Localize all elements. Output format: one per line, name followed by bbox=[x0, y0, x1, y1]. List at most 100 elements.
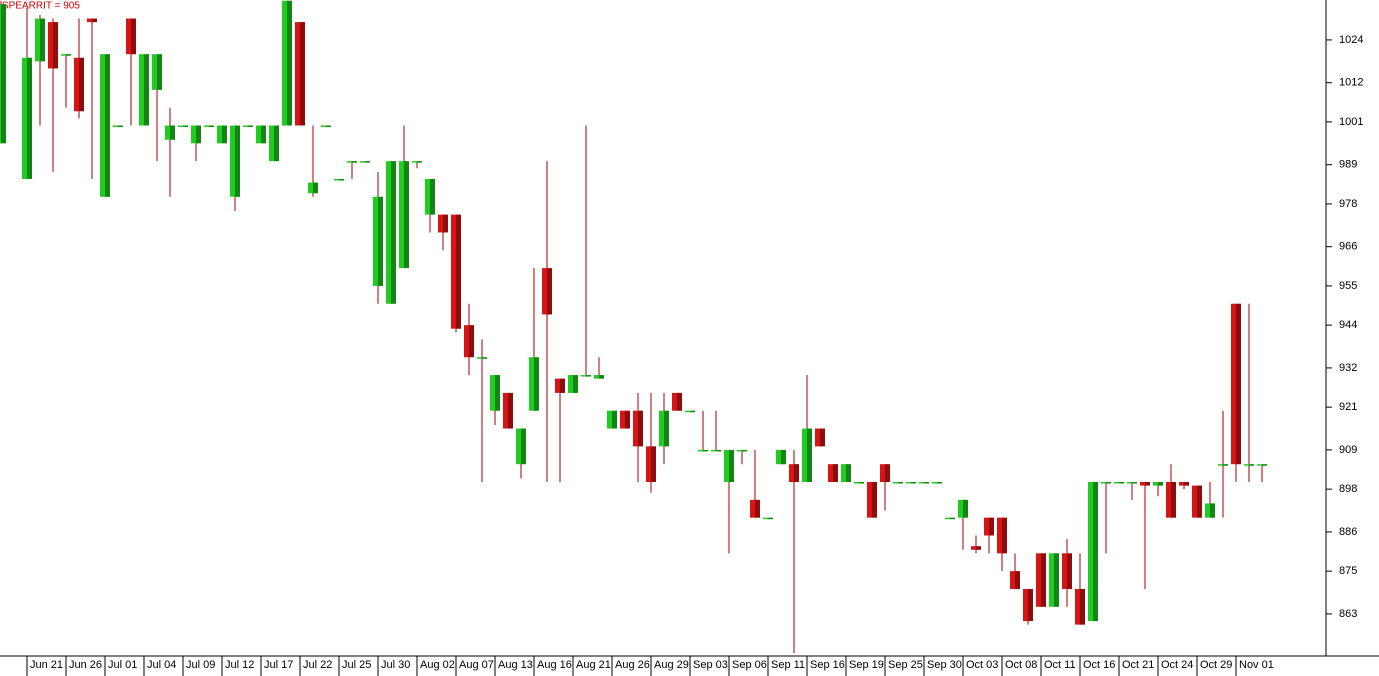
candle-body bbox=[87, 18, 97, 23]
candle-body bbox=[685, 410, 695, 413]
candle-shade bbox=[950, 517, 955, 520]
x-tick-label: Oct 24 bbox=[1161, 659, 1193, 671]
x-tick-label: Jul 01 bbox=[108, 659, 137, 671]
x-tick-label: Jun 26 bbox=[69, 659, 102, 671]
candle-shade bbox=[495, 375, 500, 411]
y-tick-label: 966 bbox=[1339, 241, 1357, 253]
candle-body bbox=[451, 214, 461, 329]
candle-body bbox=[841, 464, 851, 483]
candle-body bbox=[594, 375, 604, 379]
candle-body bbox=[646, 446, 656, 483]
candle-shade bbox=[651, 446, 656, 483]
y-tick-label: 898 bbox=[1339, 483, 1357, 495]
candle-body bbox=[256, 125, 266, 144]
candle-body bbox=[1075, 588, 1085, 625]
candle-shade bbox=[768, 517, 773, 520]
candle-shade bbox=[1067, 553, 1072, 589]
candle-body bbox=[48, 22, 58, 69]
candle-shade bbox=[586, 375, 591, 377]
y-tick-label: 863 bbox=[1339, 608, 1357, 620]
candle-shade bbox=[742, 449, 747, 452]
candle-body bbox=[1179, 482, 1189, 486]
candle-body bbox=[958, 499, 968, 518]
candle-body bbox=[633, 410, 643, 447]
x-tick-label: Sep 25 bbox=[888, 659, 923, 671]
x-tick-label: Jun 21 bbox=[30, 659, 63, 671]
candle-body bbox=[0, 4, 6, 144]
candle-shade bbox=[1041, 553, 1046, 607]
candle-shade bbox=[1171, 482, 1176, 518]
x-tick-label: Sep 16 bbox=[810, 659, 845, 671]
candle-shade bbox=[1249, 464, 1254, 466]
candle-shade bbox=[716, 449, 721, 452]
candle-body bbox=[347, 161, 357, 163]
candle-shade bbox=[521, 428, 526, 465]
candle-body bbox=[919, 482, 929, 484]
candle-shade bbox=[300, 22, 305, 126]
candle-shade bbox=[729, 449, 734, 483]
candle-body bbox=[321, 125, 331, 127]
x-tick-label: Oct 21 bbox=[1122, 659, 1154, 671]
y-tick-label: 932 bbox=[1339, 362, 1357, 374]
candle-shade bbox=[1119, 482, 1124, 484]
candle-body bbox=[1127, 482, 1137, 484]
candle-shade bbox=[27, 57, 32, 179]
candle-body bbox=[763, 517, 773, 520]
candle-body bbox=[1244, 464, 1254, 466]
candle-body bbox=[932, 482, 942, 484]
candle-shade bbox=[40, 18, 45, 62]
candle-shade bbox=[1236, 303, 1241, 465]
candle-body bbox=[1140, 482, 1150, 486]
candle-body bbox=[438, 214, 448, 233]
candle-body bbox=[568, 375, 578, 393]
candle-body bbox=[1218, 464, 1228, 466]
candle-shade bbox=[352, 161, 357, 163]
candle-body bbox=[867, 482, 877, 518]
candle-body bbox=[386, 161, 396, 304]
y-tick-label: 955 bbox=[1339, 280, 1357, 292]
x-tick-label: Aug 26 bbox=[615, 659, 650, 671]
candle-shade bbox=[1028, 588, 1033, 622]
candle-shade bbox=[872, 482, 877, 518]
candle-body bbox=[828, 464, 838, 483]
candle-body bbox=[1036, 553, 1046, 607]
candle-body bbox=[737, 449, 747, 452]
y-tick-label: 921 bbox=[1339, 401, 1357, 413]
candle-body bbox=[516, 428, 526, 465]
x-tick-label: Jul 04 bbox=[147, 659, 176, 671]
x-tick-label: Aug 29 bbox=[654, 659, 689, 671]
x-tick-label: Oct 29 bbox=[1200, 659, 1232, 671]
candle-shade bbox=[937, 482, 942, 484]
candle-body bbox=[230, 125, 240, 197]
candle-shade bbox=[859, 482, 864, 484]
y-tick-label: 944 bbox=[1339, 319, 1357, 331]
candle-shade bbox=[378, 196, 383, 286]
candle-body bbox=[1010, 571, 1020, 589]
candle-body bbox=[152, 54, 162, 90]
candle-shade bbox=[898, 482, 903, 484]
candle-body bbox=[1023, 588, 1033, 622]
candle-body bbox=[503, 392, 513, 429]
candle-shade bbox=[664, 410, 669, 447]
candle-body bbox=[711, 449, 721, 452]
candle-shade bbox=[287, 0, 292, 126]
candle-shade bbox=[456, 214, 461, 329]
candle-shade bbox=[469, 325, 474, 358]
x-tick-label: Oct 16 bbox=[1083, 659, 1115, 671]
candle-body bbox=[399, 161, 409, 269]
candle-body bbox=[750, 499, 760, 518]
candle-body bbox=[672, 392, 682, 411]
candle-body bbox=[555, 378, 565, 393]
candle-shade bbox=[196, 125, 201, 144]
y-tick-label: 886 bbox=[1339, 526, 1357, 538]
candle-shade bbox=[911, 482, 916, 484]
candle-shade bbox=[274, 125, 279, 162]
candle-body bbox=[282, 0, 292, 126]
candle-body bbox=[35, 18, 45, 62]
candle-body bbox=[776, 449, 786, 465]
candle-shade bbox=[170, 125, 175, 140]
candle-shade bbox=[66, 54, 71, 56]
candle-body bbox=[113, 125, 123, 127]
x-tick-label: Aug 07 bbox=[459, 659, 494, 671]
x-tick-label: Aug 16 bbox=[537, 659, 572, 671]
